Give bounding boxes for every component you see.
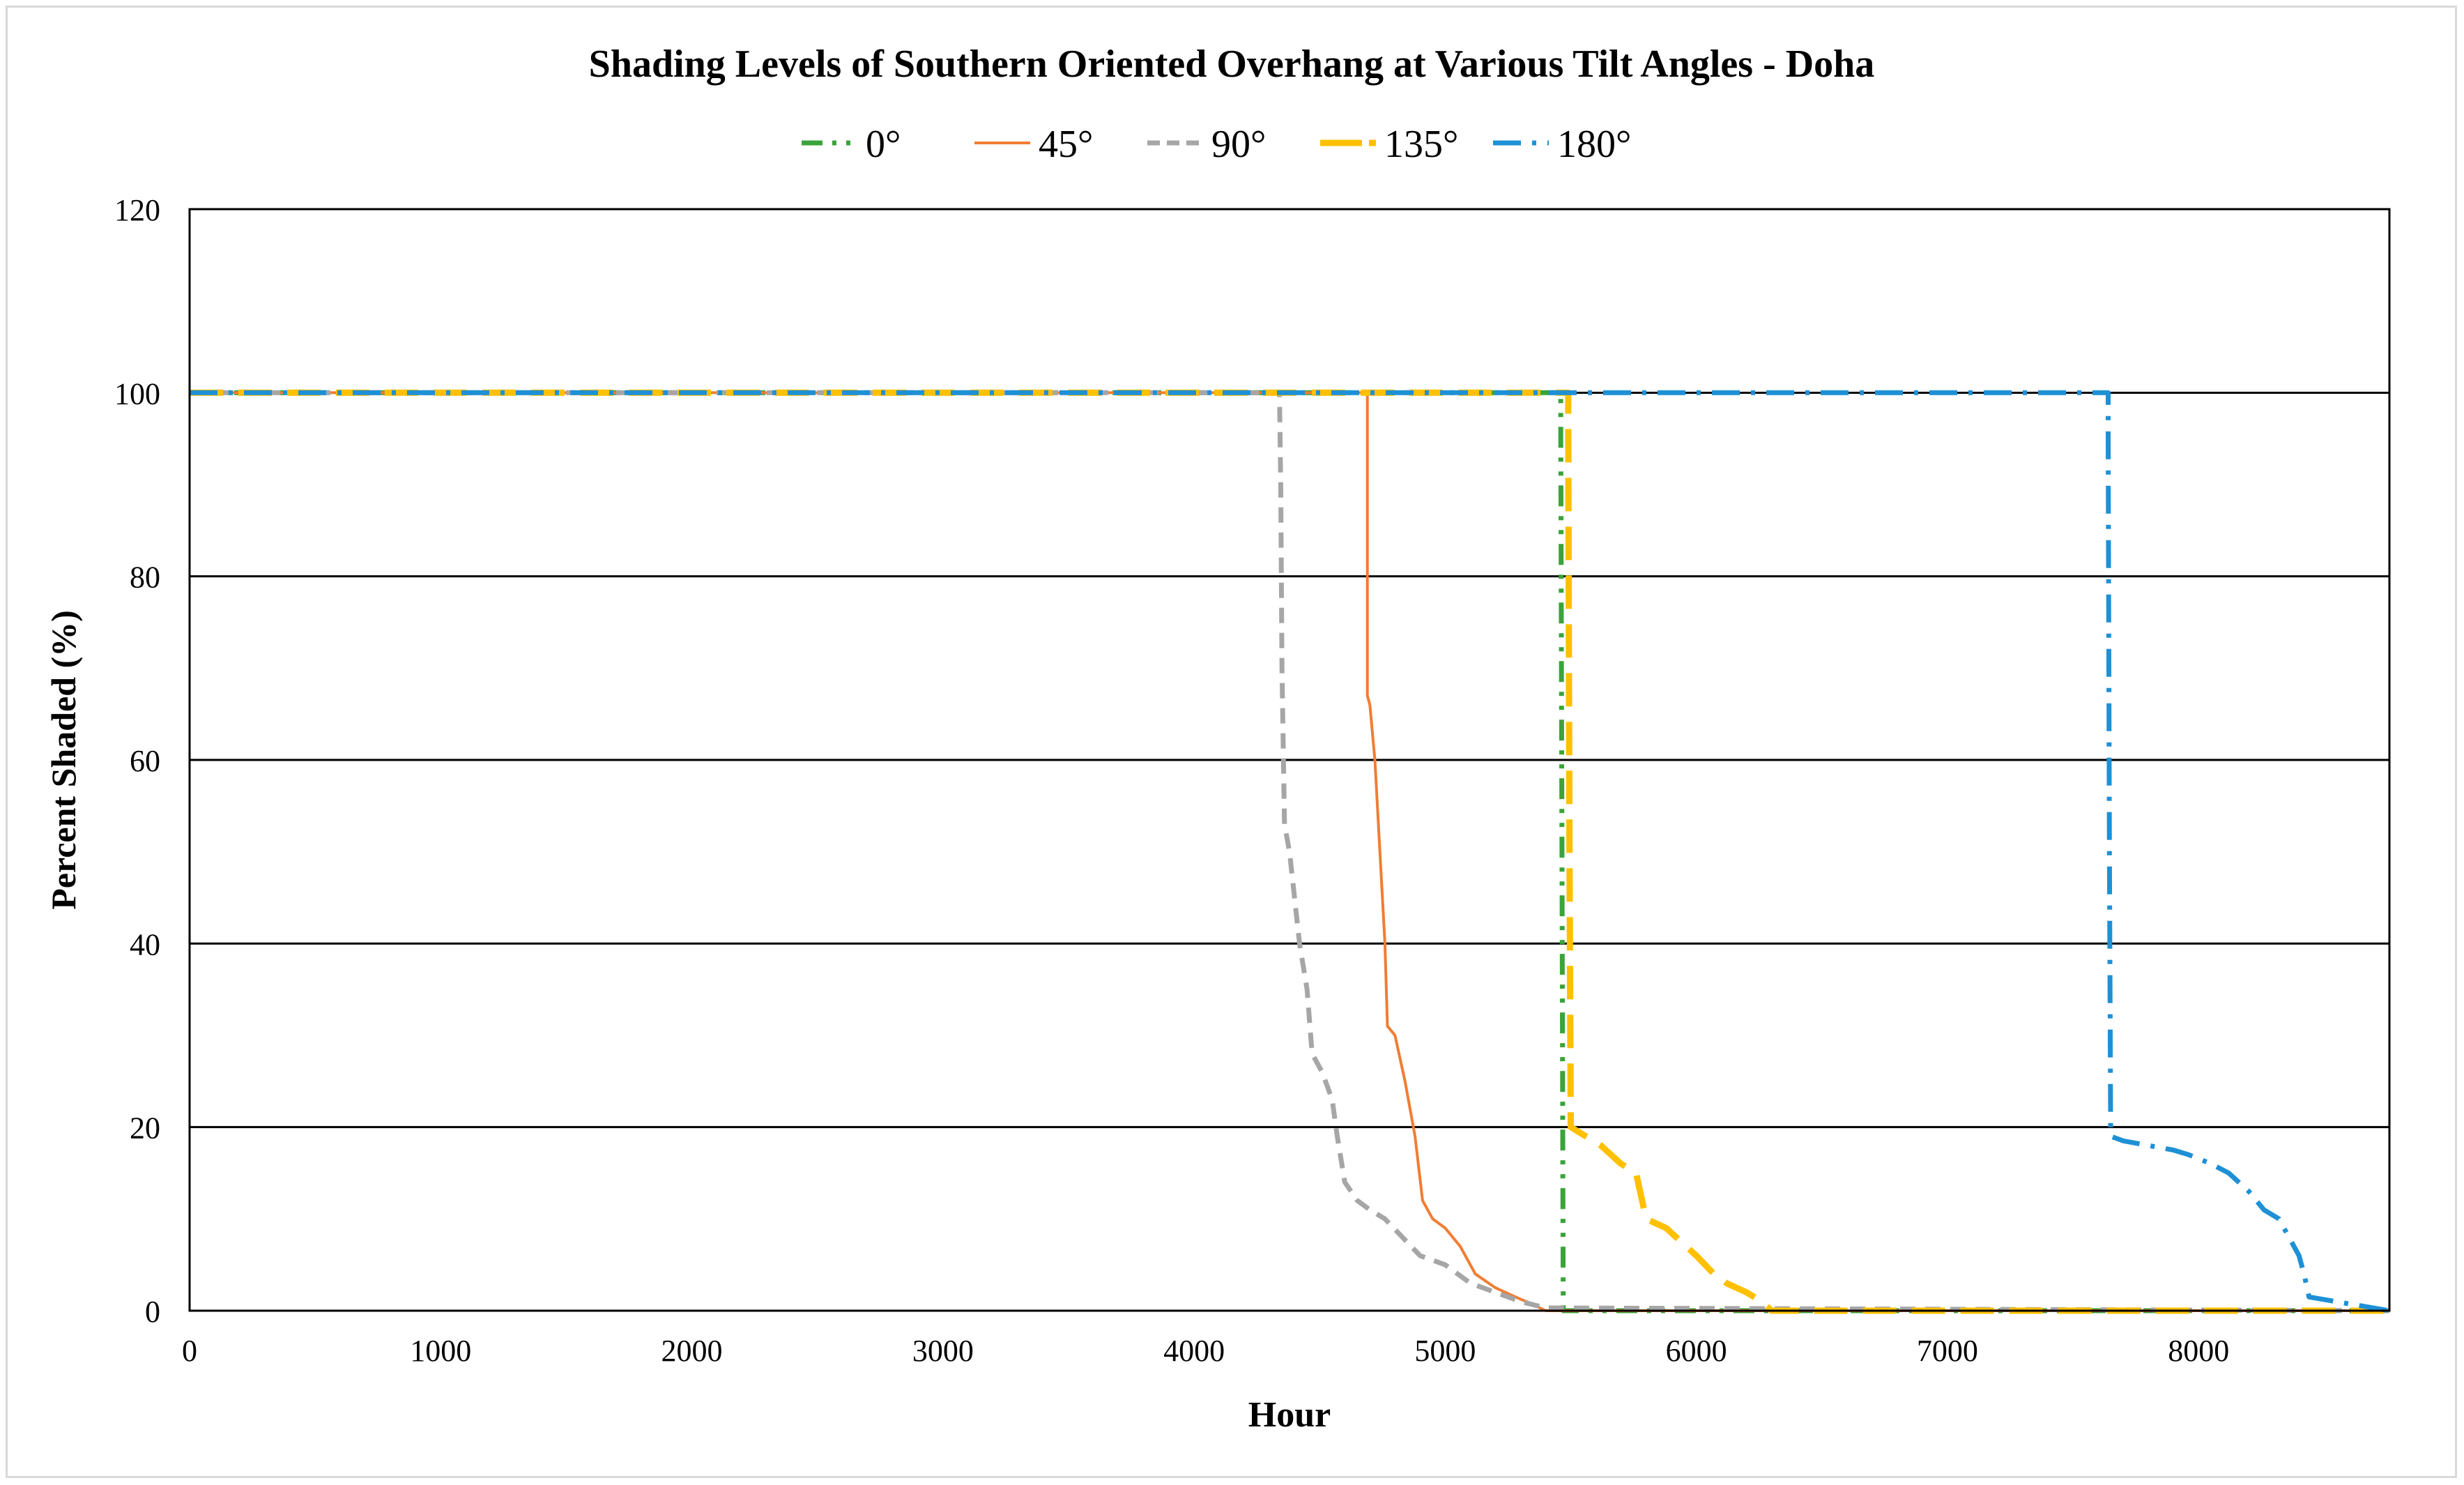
series-line-4 <box>190 390 2390 1313</box>
series-line-0 <box>190 390 2389 1313</box>
legend-label-0: 0° <box>866 123 901 166</box>
x-tick-label: 2000 <box>661 1334 723 1368</box>
y-tick-label: 120 <box>114 193 160 227</box>
chart-frame <box>6 6 2457 1478</box>
y-tick-label: 40 <box>130 927 160 961</box>
y-tick-label: 60 <box>130 744 160 778</box>
series-line-2 <box>190 390 2390 1313</box>
axis-ticks: 0 20 40 60 80 100 120 0 1000 2000 3000 4000 5000 6000… <box>114 193 2229 1368</box>
legend-label-4: 180° <box>1557 123 1631 166</box>
x-tick-label: 5000 <box>1414 1334 1476 1368</box>
legend-label-1: 45° <box>1039 123 1093 166</box>
x-tick-label: 4000 <box>1163 1334 1225 1368</box>
legend: 0° 45° 90° 135° 180° <box>802 123 1631 166</box>
legend-label-2: 90° <box>1211 123 1266 166</box>
y-tick-label: 100 <box>114 376 160 411</box>
series-line-3 <box>190 389 2389 1314</box>
series-line-1 <box>190 391 2389 1312</box>
series-layer <box>190 389 2390 1314</box>
y-axis-label: Percent Shaded (%) <box>44 610 83 910</box>
x-tick-label: 0 <box>182 1334 197 1368</box>
gridlines <box>190 391 2389 1129</box>
legend-label-3: 135° <box>1384 123 1458 166</box>
y-tick-label: 80 <box>130 561 160 595</box>
x-tick-label: 1000 <box>410 1334 471 1368</box>
x-tick-label: 7000 <box>1917 1334 1978 1368</box>
y-tick-label: 20 <box>130 1111 160 1145</box>
plot-area-border <box>188 208 2391 1312</box>
x-tick-label: 8000 <box>2168 1334 2229 1368</box>
chart-title: Shading Levels of Southern Oriented Over… <box>589 43 1875 86</box>
x-tick-label: 6000 <box>1666 1334 1727 1368</box>
x-tick-label: 3000 <box>912 1334 974 1368</box>
y-tick-label: 0 <box>145 1295 160 1329</box>
x-axis-label: Hour <box>1248 1395 1331 1435</box>
